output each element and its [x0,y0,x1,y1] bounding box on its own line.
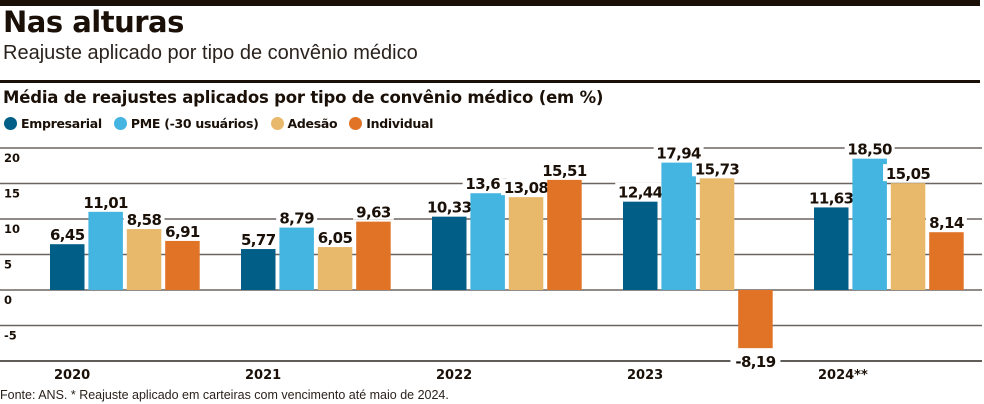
data-label: 11,01 [83,194,128,212]
data-label-bg [501,178,552,196]
bar-individual-2023 [738,290,773,349]
bar-ades-o-2023 [699,178,735,290]
legend-swatch-pme [113,117,127,130]
bar-pme-30-usu-rios-2022 [470,193,505,290]
data-label-bg [844,140,895,157]
bar-pme-30-usu-rios-2021 [279,227,314,290]
bar-empresarial-2021 [241,249,276,290]
bars: 6,45 11,018,586,91 5,778,796,059,63 10,33 13… [46,140,967,371]
data-label-bg [353,202,394,220]
legend-item-individual: Individual [349,116,433,131]
data-label: -8,19 [735,353,775,371]
legend-swatch-adesao [270,117,284,130]
data-label-bg [424,197,475,215]
legend-item-empresarial: Empresarial [4,116,102,131]
section-rule [0,80,980,83]
data-label-bg [80,192,131,210]
bar-individual-2024 [929,232,964,290]
data-label: 18,50 [847,141,892,159]
data-label-bg [692,159,743,177]
data-label: 13,08 [504,179,549,197]
bar-empresarial-2023 [623,201,658,290]
data-label-bg [730,352,781,370]
bar-empresarial-2024 [814,207,849,290]
source-note: Fonte: ANS. * Reajuste aplicado em carte… [0,388,449,402]
legend: Empresarial PME (-30 usuários) Adesão In… [4,116,445,131]
data-label-bg [883,164,934,182]
data-label: 5,77 [241,231,276,249]
bar-empresarial-2020 [50,244,85,290]
data-label: 6,05 [318,229,353,247]
data-label: 8,79 [279,210,314,228]
page-subtitle: Reajuste aplicado por tipo de convênio m… [3,42,418,64]
page-title: Nas alturas [3,5,184,39]
data-label: 8,14 [929,214,964,232]
data-label-bg [806,188,857,206]
data-label: 15,05 [886,165,931,183]
bar-ades-o-2021 [317,247,353,290]
data-label: 15,73 [695,160,740,178]
data-label: 15,51 [542,162,587,180]
data-label-bg [237,230,279,248]
y-tick-label: 15 [4,187,20,201]
x-tick-label: 2023 [627,368,663,383]
legend-label: PME (-30 usuários) [130,116,259,131]
bar-individual-2021 [356,221,391,290]
x-tick-label: 2020 [54,368,90,383]
x-tick-label: 2024** [818,368,868,383]
legend-label: Adesão [287,116,338,131]
data-label-bg [615,182,666,200]
data-label-bg [462,174,513,192]
data-label-bg [276,208,318,226]
x-tick-label: 2022 [436,368,472,383]
y-tick-label: 20 [4,151,20,165]
data-label-bg [926,213,967,231]
bar-pme-30-usu-rios-2020 [88,211,123,290]
y-tick-label: 0 [4,293,12,307]
data-label: 13,63 [465,175,510,193]
data-label-bg [653,143,704,161]
data-label: 17,94 [656,145,701,163]
data-label-bg [162,221,203,239]
bar-chart: 20 15 10 5 0 -5 6,45 11,018,586,91 5,778,796,05… [0,140,982,383]
data-label: 8,58 [127,211,162,229]
legend-item-adesao: Adesão [270,116,338,131]
data-label: 6,91 [165,223,200,241]
bar-ades-o-2022 [508,197,544,290]
bar-pme-30-usu-rios-2024 [852,158,887,290]
bar-pme-30-usu-rios-2023 [661,162,696,290]
legend-swatch-individual [349,117,363,130]
data-label-bg [123,210,165,228]
y-tick-label: -5 [4,329,17,343]
bar-ades-o-2024 [890,183,926,290]
y-tick-label: 5 [4,258,12,272]
top-rule [0,0,980,6]
bar-individual-2022 [547,179,582,290]
data-label-bg [46,225,88,243]
bar-individual-2020 [165,240,200,290]
data-label: 9,63 [356,204,391,222]
data-label: 12,44 [618,184,663,202]
legend-label: Empresarial [21,116,102,131]
bar-empresarial-2022 [432,216,467,290]
data-label: 6,45 [50,226,85,244]
legend-swatch-empresarial [4,117,17,130]
data-label-bg [314,228,356,246]
data-label: 11,63 [809,189,854,207]
legend-label: Individual [366,116,434,131]
chart-title: Média de reajustes aplicados por tipo de… [3,88,604,107]
data-label-bg [539,160,590,178]
y-axis: 20 15 10 5 0 -5 [4,151,20,343]
bar-ades-o-2020 [126,229,162,290]
legend-item-pme: PME (-30 usuários) [113,116,259,131]
data-label: 10,33 [427,199,472,217]
x-axis: 2020 2021 2022 2023 2024** [54,368,868,383]
x-tick-label: 2021 [245,368,281,383]
y-tick-label: 10 [4,222,20,236]
